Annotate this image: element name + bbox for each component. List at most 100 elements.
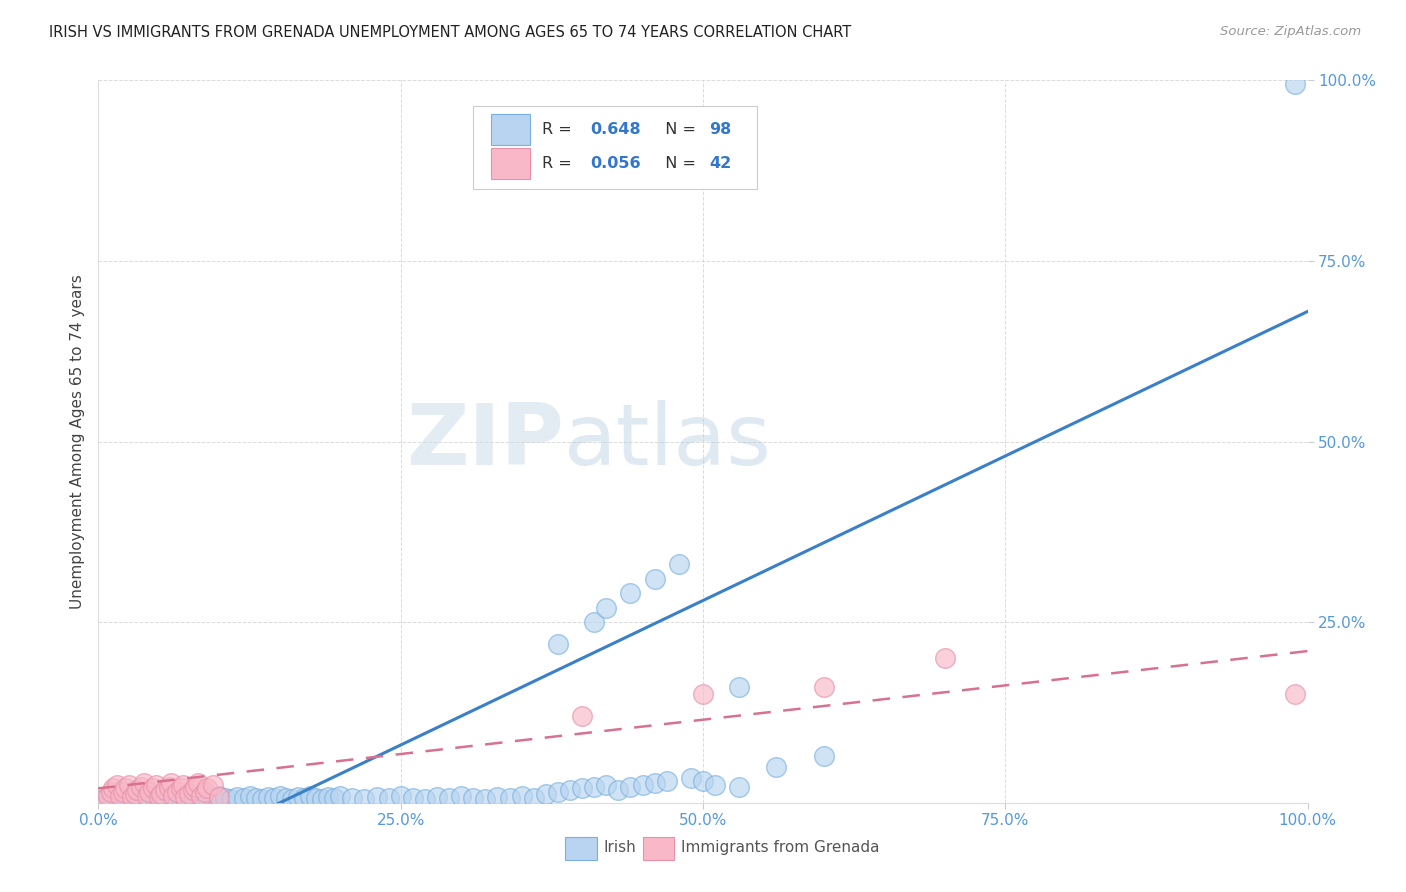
Point xyxy=(510,789,533,803)
Point xyxy=(121,790,143,805)
Point xyxy=(93,792,115,806)
Point xyxy=(571,781,593,796)
Point xyxy=(239,789,262,803)
Point xyxy=(134,792,156,806)
Point xyxy=(413,792,436,806)
Text: R =: R = xyxy=(543,156,576,171)
Point xyxy=(194,792,217,806)
Point xyxy=(100,785,122,799)
Point xyxy=(299,789,322,803)
Point xyxy=(208,789,231,803)
Point xyxy=(595,600,617,615)
Point xyxy=(129,790,152,805)
Point xyxy=(644,572,666,586)
Point xyxy=(813,748,835,763)
Point xyxy=(108,789,131,803)
Text: Irish: Irish xyxy=(603,840,637,855)
Point xyxy=(245,790,267,805)
Point xyxy=(153,791,176,805)
Text: N =: N = xyxy=(655,122,700,136)
Point xyxy=(190,790,212,805)
Point xyxy=(148,790,170,805)
Point xyxy=(162,792,184,806)
Point xyxy=(124,787,146,801)
Point xyxy=(547,785,569,799)
Point xyxy=(145,790,167,805)
Point xyxy=(97,790,120,805)
Point xyxy=(226,790,249,805)
Point xyxy=(329,789,352,803)
Point xyxy=(172,778,194,792)
Text: N =: N = xyxy=(655,156,700,171)
Point xyxy=(134,775,156,789)
Point xyxy=(208,790,231,805)
Point xyxy=(486,790,509,805)
Point xyxy=(124,791,146,805)
Point xyxy=(93,792,115,806)
Text: Immigrants from Grenada: Immigrants from Grenada xyxy=(682,840,880,855)
Point xyxy=(148,792,170,806)
Point xyxy=(169,781,191,796)
Point xyxy=(105,778,128,792)
Point xyxy=(558,782,581,797)
Point xyxy=(1284,687,1306,701)
Point xyxy=(250,792,273,806)
Point xyxy=(142,789,165,803)
Point xyxy=(377,791,399,805)
Point xyxy=(463,790,485,805)
Point xyxy=(118,792,141,806)
Point xyxy=(157,789,180,803)
Point xyxy=(101,781,124,796)
Point xyxy=(97,789,120,803)
Point xyxy=(121,790,143,805)
Point xyxy=(127,789,149,803)
Point xyxy=(311,792,333,806)
Point xyxy=(129,780,152,794)
Point xyxy=(108,791,131,805)
Point xyxy=(101,792,124,806)
Point xyxy=(138,785,160,799)
Point xyxy=(256,790,278,805)
Point xyxy=(366,790,388,805)
Point xyxy=(668,558,690,572)
Point xyxy=(153,782,176,797)
Point xyxy=(342,790,364,805)
Point xyxy=(174,790,197,805)
Text: R =: R = xyxy=(543,122,576,136)
Point xyxy=(114,790,136,805)
Point xyxy=(135,790,157,805)
Point xyxy=(595,778,617,792)
Point xyxy=(607,782,630,797)
Point xyxy=(534,787,557,801)
Point xyxy=(583,780,606,794)
Text: Source: ZipAtlas.com: Source: ZipAtlas.com xyxy=(1220,25,1361,38)
Point xyxy=(181,782,204,797)
Point xyxy=(692,687,714,701)
Point xyxy=(571,709,593,723)
Point xyxy=(181,790,204,805)
FancyBboxPatch shape xyxy=(565,837,596,860)
Text: 98: 98 xyxy=(709,122,731,136)
Point xyxy=(389,789,412,803)
Point xyxy=(631,778,654,792)
Point xyxy=(474,792,496,806)
Point xyxy=(114,781,136,796)
Point xyxy=(287,790,309,805)
Text: 0.056: 0.056 xyxy=(591,156,641,171)
Point xyxy=(655,774,678,789)
Point xyxy=(728,780,751,794)
Point xyxy=(813,680,835,694)
Point xyxy=(202,791,225,805)
Point xyxy=(644,775,666,789)
Point xyxy=(100,789,122,803)
Point xyxy=(160,775,183,789)
Point xyxy=(166,785,188,799)
Point xyxy=(169,791,191,805)
Point xyxy=(679,771,702,785)
Point xyxy=(281,792,304,806)
Point xyxy=(184,780,207,794)
Point xyxy=(263,791,285,805)
FancyBboxPatch shape xyxy=(643,837,673,860)
Point xyxy=(221,792,243,806)
Point xyxy=(172,789,194,803)
